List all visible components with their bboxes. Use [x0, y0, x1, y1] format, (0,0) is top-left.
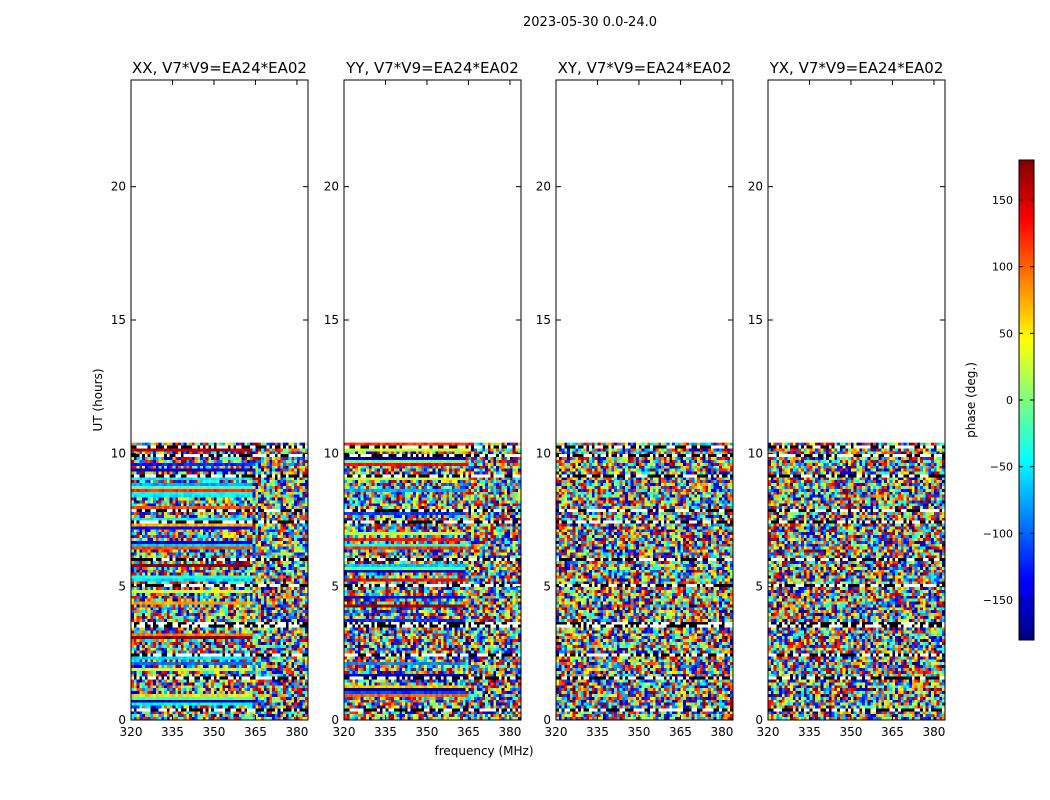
x-tick-label: 320	[333, 725, 356, 739]
y-tick-label: 20	[748, 180, 763, 194]
y-tick-label: 20	[111, 180, 126, 194]
x-axis-label: frequency (MHz)	[434, 744, 533, 758]
colorbar-tick-label: −150	[983, 594, 1013, 607]
y-tick-label: 5	[118, 580, 126, 594]
panel-yy: YY, V7*V9=EA24*EA02 320 335 350 365 380 0 5 10 15…	[324, 59, 522, 739]
colorbar-label: phase (deg.)	[964, 362, 978, 438]
y-tick-label: 10	[111, 446, 126, 460]
x-tick-label: 365	[881, 725, 904, 739]
colorbar-tick-label: 100	[992, 261, 1013, 274]
panel-title: YX, V7*V9=EA24*EA02	[769, 59, 944, 77]
y-tick-label: 20	[324, 180, 339, 194]
x-tick-label: 320	[120, 725, 143, 739]
axes-frame	[130, 79, 309, 721]
y-tick-label: 0	[331, 713, 339, 727]
x-tick-label: 350	[840, 725, 863, 739]
x-tick-label: 335	[586, 725, 609, 739]
axes-frame	[343, 79, 522, 721]
panel-title: XX, V7*V9=EA24*EA02	[132, 59, 307, 77]
x-tick-label: 365	[244, 725, 267, 739]
x-tick-label: 380	[922, 725, 945, 739]
y-tick-label: 0	[543, 713, 551, 727]
x-tick-label: 320	[545, 725, 568, 739]
panels: XX, V7*V9=EA24*EA02 320 335 350 365 380 0 5 10 15…	[111, 59, 946, 739]
y-tick-label: 10	[536, 446, 551, 460]
x-tick-label: 320	[757, 725, 780, 739]
y-tick-label: 5	[543, 580, 551, 594]
x-tick-label: 380	[710, 725, 733, 739]
x-tick-label: 380	[285, 725, 308, 739]
y-axis-label: UT (hours)	[91, 368, 105, 431]
axes-frame	[555, 79, 734, 721]
y-tick-label: 0	[755, 713, 763, 727]
panel-xy: XY, V7*V9=EA24*EA02 320 335 350 365 380 0 5 10 15…	[536, 59, 734, 739]
y-tick-label: 10	[324, 446, 339, 460]
x-tick-label: 335	[161, 725, 184, 739]
y-tick-label: 5	[331, 580, 339, 594]
y-tick-label: 5	[755, 580, 763, 594]
colorbar-tick-label: −100	[983, 527, 1013, 540]
panel-xx: XX, V7*V9=EA24*EA02 320 335 350 365 380 0 5 10 15…	[111, 59, 309, 739]
x-tick-label: 335	[374, 725, 397, 739]
phase-image-xy	[556, 442, 733, 720]
y-tick-label: 0	[118, 713, 126, 727]
panel-title: YY, V7*V9=EA24*EA02	[345, 59, 519, 77]
x-tick-label: 350	[416, 725, 439, 739]
colorbar-tick-label: 150	[992, 194, 1013, 207]
colorbar-tick-label: 50	[999, 327, 1013, 340]
figure-title: 2023-05-30 0.0-24.0	[523, 15, 657, 30]
x-tick-label: 335	[798, 725, 821, 739]
x-tick-label: 365	[669, 725, 692, 739]
colorbar-tick-label: 0	[1006, 394, 1013, 407]
panel-yx: YX, V7*V9=EA24*EA02 320 335 350 365 380 0 5 10 15…	[748, 59, 946, 739]
y-tick-label: 15	[748, 313, 763, 327]
phase-image-yy	[344, 442, 521, 720]
colorbar-tick-label: −50	[990, 461, 1013, 474]
phase-image-xx	[131, 442, 308, 720]
y-tick-label: 15	[324, 313, 339, 327]
y-tick-label: 20	[536, 180, 551, 194]
colorbar: −150 −100 −50 0 50 100 150	[983, 159, 1035, 641]
axes-frame	[767, 79, 946, 721]
x-tick-label: 380	[498, 725, 521, 739]
y-tick-label: 15	[111, 313, 126, 327]
x-tick-label: 350	[203, 725, 226, 739]
y-tick-label: 15	[536, 313, 551, 327]
x-tick-label: 350	[628, 725, 651, 739]
phase-image-yx	[768, 442, 945, 720]
x-tick-label: 365	[457, 725, 480, 739]
panel-title: XY, V7*V9=EA24*EA02	[558, 59, 732, 77]
y-tick-label: 10	[748, 446, 763, 460]
